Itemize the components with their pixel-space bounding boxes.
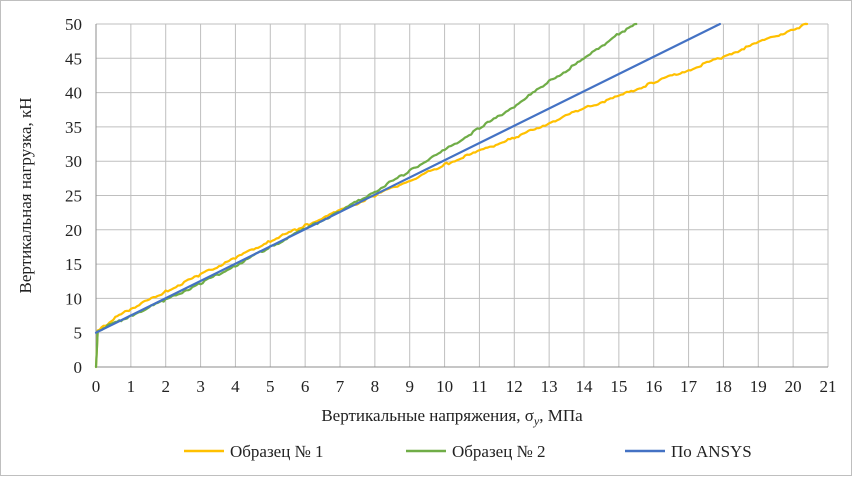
y-tick-label: 30 — [65, 152, 82, 171]
x-tick-label: 2 — [161, 377, 170, 396]
x-tick-label: 21 — [820, 377, 837, 396]
x-tick-label: 3 — [196, 377, 205, 396]
legend-label: Образец № 2 — [452, 442, 546, 461]
y-tick-label: 15 — [65, 255, 82, 274]
x-tick-label: 0 — [92, 377, 101, 396]
x-tick-label: 18 — [715, 377, 732, 396]
x-tick-label: 12 — [506, 377, 523, 396]
x-tick-label: 8 — [371, 377, 380, 396]
y-tick-label: 0 — [74, 358, 83, 377]
series-layer — [94, 22, 809, 369]
y-tick-label: 35 — [65, 118, 82, 137]
x-tick-label: 6 — [301, 377, 310, 396]
x-tick-label: 1 — [127, 377, 136, 396]
series-line — [94, 22, 638, 369]
legend-label: Образец № 1 — [230, 442, 324, 461]
x-tick-label: 13 — [541, 377, 558, 396]
x-axis-label: Вертикальные напряжения, σy, МПа — [321, 406, 583, 428]
y-tick-label: 25 — [65, 187, 82, 206]
x-tick-label: 14 — [576, 377, 594, 396]
y-axis-label: Вертикальная нагрузка, кН — [16, 97, 35, 293]
y-tick-label: 50 — [65, 15, 82, 34]
x-tick-label: 5 — [266, 377, 275, 396]
x-tick-label: 16 — [645, 377, 662, 396]
y-tick-label: 20 — [65, 221, 82, 240]
series-line — [94, 22, 722, 334]
x-tick-label: 10 — [436, 377, 453, 396]
x-tick-label: 4 — [231, 377, 240, 396]
y-tick-label: 45 — [65, 49, 82, 68]
x-tick-label: 7 — [336, 377, 345, 396]
series-line — [94, 22, 809, 369]
grid-layer — [95, 23, 829, 368]
x-tick-label: 17 — [680, 377, 698, 396]
legend-label: По ANSYS — [671, 442, 752, 461]
x-tick-label: 19 — [750, 377, 767, 396]
legend: Образец № 1 Образец № 2 По ANSYS — [184, 442, 752, 461]
tick-labels: 0 1 2 3 4 5 6 7 8 9 10 11 12 13 14 15 16 17 18 19 20 21051015… — [65, 15, 837, 396]
x-tick-label: 20 — [785, 377, 802, 396]
x-tick-label: 15 — [610, 377, 627, 396]
y-tick-label: 5 — [74, 324, 83, 343]
x-tick-label: 11 — [471, 377, 487, 396]
y-tick-label: 40 — [65, 84, 82, 103]
x-tick-label: 9 — [405, 377, 414, 396]
y-tick-label: 10 — [65, 289, 82, 308]
